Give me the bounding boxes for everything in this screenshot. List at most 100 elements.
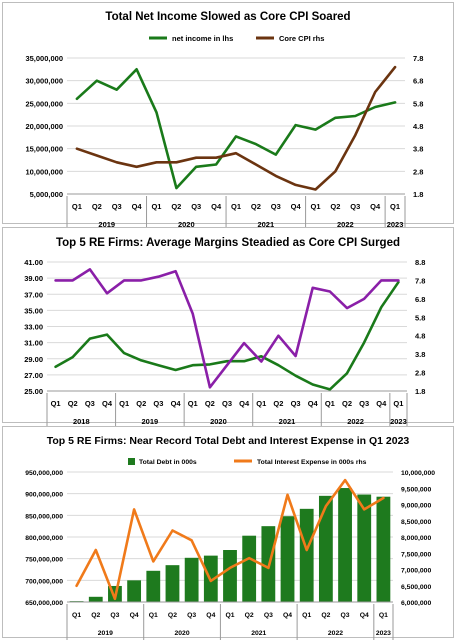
- chart-margins-cpi: 25.00 27.00 29.00 31.00 33.00 35.00 37.00 39.00…: [24, 258, 425, 431]
- x-tick-label: Q3: [350, 202, 360, 211]
- x-tick-label: Q4: [283, 612, 292, 619]
- bar: [242, 535, 257, 602]
- x-tick-label: Q1: [256, 399, 266, 408]
- x-tick-label: Q4: [360, 612, 369, 619]
- x-tick-label: Q4: [132, 202, 143, 211]
- y-right-tick-label: 8.8: [415, 258, 425, 267]
- year-label: 2019: [98, 630, 113, 637]
- bar: [299, 508, 314, 602]
- chart-debt-interest: 650,000,000 700,000,000 750,000,000 800,000…: [25, 458, 435, 640]
- x-tick-label: Q3: [112, 202, 122, 211]
- y-right-tick-label: 3.8: [415, 350, 425, 359]
- x-tick-label: Q3: [271, 202, 281, 211]
- year-label: 2023: [387, 220, 404, 229]
- y-right-tick-label: 9,500,000: [401, 486, 431, 493]
- x-tick-label: Q1: [390, 202, 400, 211]
- y-left-tick-label: 800,000,000: [25, 535, 63, 542]
- y-right-tick-label: 7,000,000: [401, 568, 431, 575]
- chart-title-3: Top 5 RE Firms: Near Record Total Debt a…: [46, 435, 410, 447]
- y-left-tick-label: 37.00: [24, 290, 43, 299]
- x-tick-label: Q4: [370, 202, 381, 211]
- year-label: 2023: [376, 630, 391, 637]
- x-tick-label: Q2: [245, 612, 254, 619]
- x-tick-label: Q2: [251, 202, 261, 211]
- chart-title-2: Top 5 RE Firms: Average Margins Steadied…: [55, 237, 401, 249]
- y-left-tick-label: 5,000,000: [30, 190, 63, 199]
- y-right-tick-label: 6,500,000: [401, 584, 431, 591]
- x-tick-label: Q3: [341, 612, 350, 619]
- x-tick-label: Q3: [291, 399, 301, 408]
- y-right-tick-label: 1.8: [415, 387, 425, 396]
- year-label: 2020: [174, 630, 189, 637]
- y-left-tick-label: 900,000,000: [25, 492, 63, 499]
- y-left-tick-label: 27.00: [24, 371, 43, 380]
- x-tick-label: Q3: [187, 612, 196, 619]
- x-tick-label: Q1: [302, 612, 311, 619]
- year-label: 2021: [279, 417, 296, 426]
- x-tick-label: Q1: [379, 612, 388, 619]
- y-left-tick-label: 750,000,000: [25, 557, 63, 564]
- x-tick-label: Q4: [171, 399, 182, 408]
- y-right-tick-label: 6.8: [413, 77, 423, 86]
- x-tick-label: Q2: [68, 399, 78, 408]
- y-left-tick-label: 950,000,000: [25, 470, 63, 477]
- x-tick-label: Q1: [188, 399, 198, 408]
- y-left-tick-label: 35.00: [24, 306, 43, 315]
- y-left-tick-label: 33.00: [24, 323, 43, 332]
- x-tick-label: Q4: [130, 612, 139, 619]
- legend-label: Core CPI rhs: [279, 34, 324, 43]
- y-left-tick-label: 850,000,000: [25, 513, 63, 520]
- y-right-tick-label: 6.8: [415, 295, 425, 304]
- y-left-tick-label: 25,000,000: [25, 99, 63, 108]
- series-line: [75, 68, 397, 190]
- x-tick-label: Q2: [205, 399, 215, 408]
- x-tick-label: Q1: [393, 399, 403, 408]
- chart-title-1: Total Net Income Slowed as Core CPI Soar…: [105, 11, 351, 23]
- series-line: [54, 268, 400, 389]
- x-tick-label: Q2: [171, 202, 181, 211]
- y-right-tick-label: 5.8: [413, 99, 423, 108]
- x-tick-label: Q1: [231, 202, 241, 211]
- x-tick-label: Q4: [102, 399, 113, 408]
- y-left-tick-label: 31.00: [24, 339, 43, 348]
- y-right-tick-label: 10,000,000: [401, 470, 435, 477]
- x-tick-label: Q4: [308, 399, 319, 408]
- x-tick-label: Q4: [291, 202, 302, 211]
- legend-label: Total Debt in 000s: [139, 459, 197, 466]
- year-label: 2022: [347, 417, 364, 426]
- x-tick-label: Q1: [119, 399, 129, 408]
- y-left-tick-label: 700,000,000: [25, 578, 63, 585]
- x-tick-label: Q1: [225, 612, 234, 619]
- bar: [357, 494, 372, 602]
- y-left-tick-label: 25.00: [24, 387, 43, 396]
- y-right-tick-label: 8,000,000: [401, 535, 431, 542]
- x-tick-label: Q2: [273, 399, 283, 408]
- bar: [338, 488, 352, 602]
- x-tick-label: Q2: [342, 399, 352, 408]
- x-tick-label: Q1: [151, 202, 161, 211]
- bar: [184, 557, 199, 602]
- x-tick-label: Q1: [149, 612, 158, 619]
- y-left-tick-label: 20,000,000: [25, 122, 63, 131]
- x-tick-label: Q2: [321, 612, 330, 619]
- y-right-tick-label: 3.8: [413, 145, 423, 154]
- y-left-tick-label: 15,000,000: [25, 145, 63, 154]
- y-left-tick-label: 35,000,000: [25, 54, 63, 63]
- x-tick-label: Q3: [85, 399, 95, 408]
- bar: [318, 495, 333, 602]
- x-tick-label: Q2: [91, 612, 100, 619]
- bar: [146, 570, 161, 602]
- year-label: 2020: [178, 220, 195, 229]
- x-tick-label: Q4: [211, 202, 222, 211]
- y-right-tick-label: 7.8: [413, 54, 423, 63]
- y-right-tick-label: 9,000,000: [401, 503, 431, 510]
- legend-label: Total Interest Expense in 000s rhs: [257, 459, 367, 466]
- legend-label: net income in lhs: [172, 34, 233, 43]
- x-tick-label: Q2: [330, 202, 340, 211]
- x-tick-label: Q4: [376, 399, 387, 408]
- y-right-tick-label: 2.8: [413, 167, 423, 176]
- x-tick-label: Q3: [359, 399, 369, 408]
- y-left-tick-label: 39.00: [24, 274, 43, 283]
- y-right-tick-label: 1.8: [413, 190, 423, 199]
- bar: [280, 516, 295, 602]
